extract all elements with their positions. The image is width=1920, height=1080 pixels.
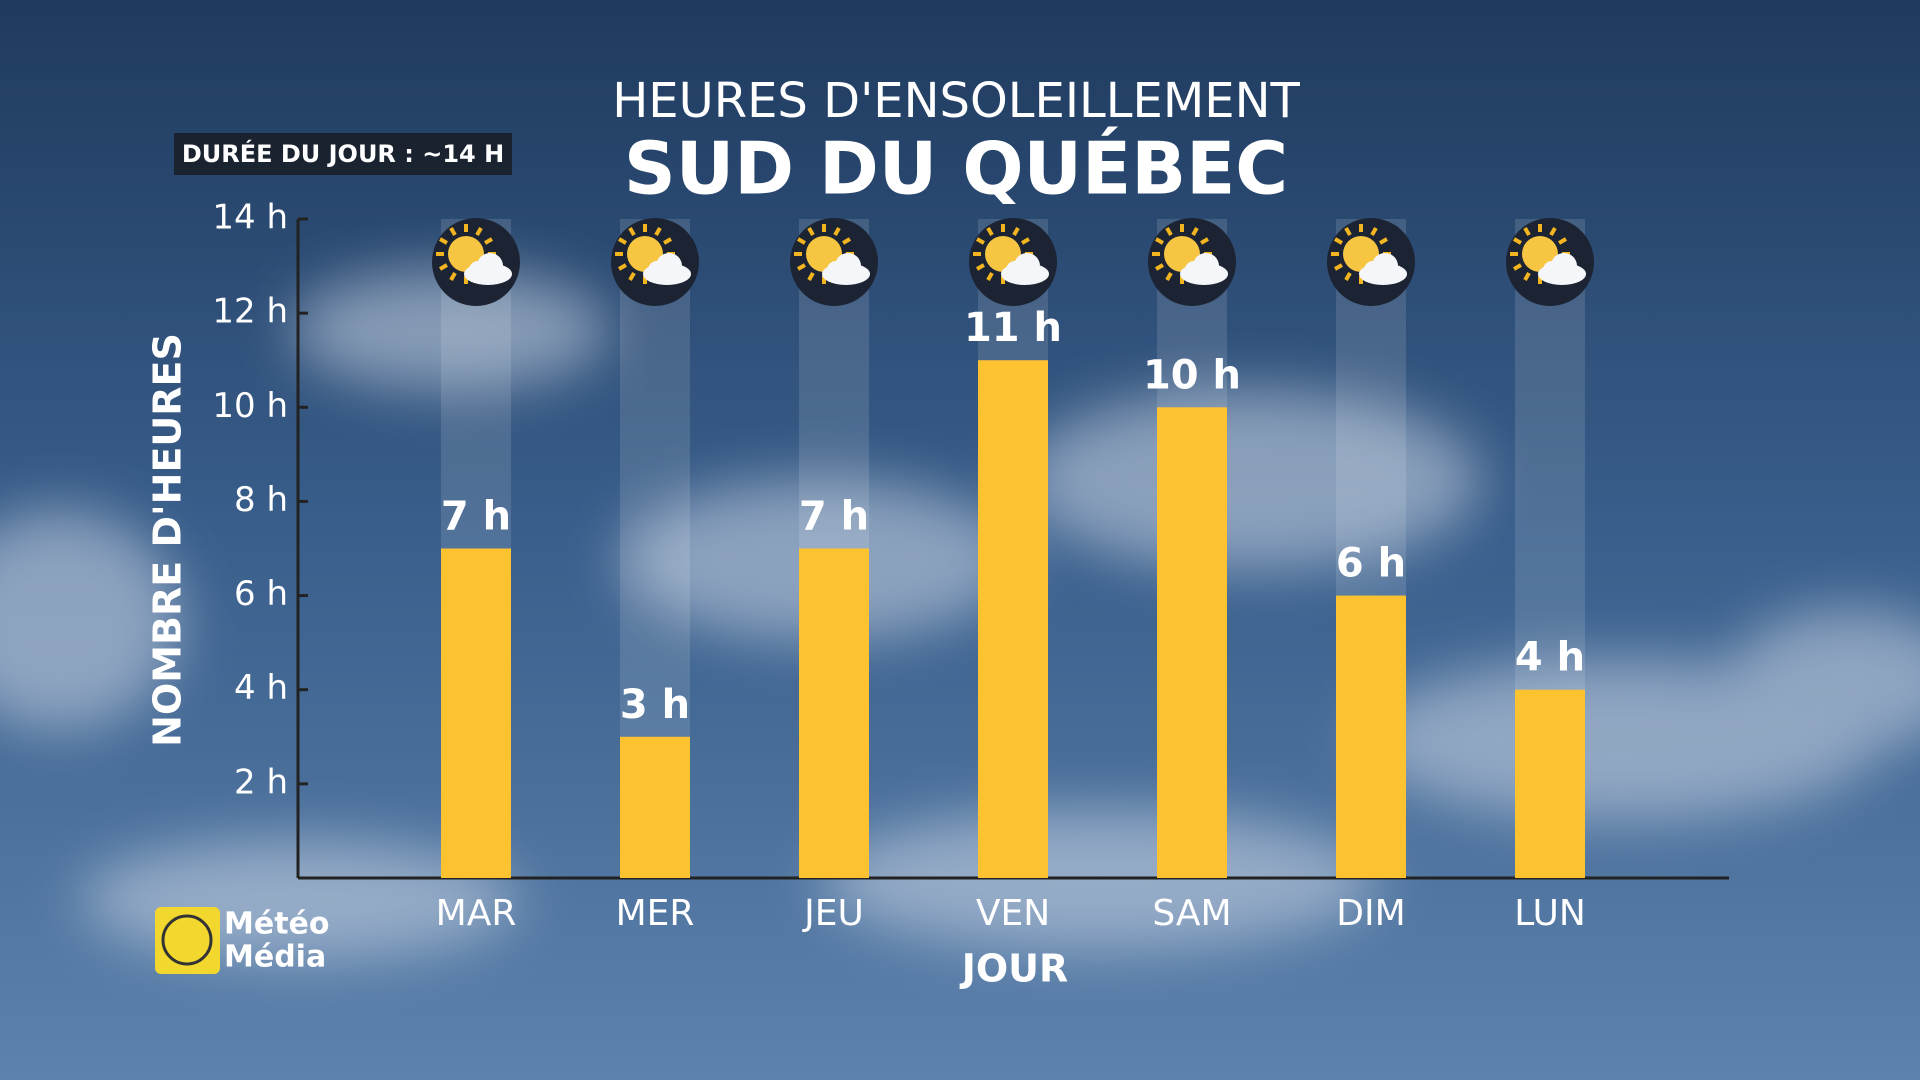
weather-icon (790, 218, 878, 306)
sun-ray (1523, 272, 1531, 281)
x-tick-label: SAM (1152, 893, 1231, 934)
sun-ray (1012, 227, 1020, 236)
annotation-box (174, 133, 512, 175)
sun-ray (842, 237, 851, 245)
value-label: 3 h (620, 682, 690, 728)
sun-ray (1334, 237, 1343, 245)
sun-ray (1155, 263, 1164, 271)
x-tick-label: DIM (1336, 893, 1405, 934)
weather-icon (1148, 218, 1236, 306)
sun-ray (1165, 227, 1173, 236)
annotation: DURÉE DU JOUR : ~14 H (182, 139, 504, 168)
y-tick-label: 12 h (212, 292, 288, 332)
sun-ray (986, 227, 994, 236)
x-tick-label: VEN (976, 893, 1050, 934)
chart-title: HEURES D'ENSOLEILLEMENT (612, 73, 1300, 129)
cloud (648, 261, 666, 279)
sun-ray (618, 263, 627, 271)
sun-ray (1513, 263, 1522, 271)
value-label: 4 h (1515, 635, 1585, 681)
x-tick-label: MAR (436, 893, 517, 934)
cloud (469, 261, 487, 279)
sun-ray (1549, 227, 1557, 236)
value-label: 7 h (441, 494, 511, 540)
cloud (1006, 261, 1024, 279)
logo-text: Météo (224, 907, 330, 942)
sun-ray (797, 263, 806, 271)
sun-ray (1021, 237, 1030, 245)
logo-text: Média (224, 940, 326, 975)
weather-icon (432, 218, 520, 306)
weather-icon (1506, 218, 1594, 306)
sun-ray (976, 237, 985, 245)
sun-ray (1344, 227, 1352, 236)
cloud (1185, 261, 1203, 279)
sun-ray (1513, 237, 1522, 245)
cloud (1364, 261, 1382, 279)
sun-ray (1370, 227, 1378, 236)
sun-ray (1165, 272, 1173, 281)
sun-ray (654, 227, 662, 236)
value-label: 10 h (1143, 352, 1241, 398)
y-tick-label: 10 h (212, 386, 288, 426)
sun-ray (986, 272, 994, 281)
sun-ray (449, 272, 457, 281)
x-tick-label: LUN (1514, 893, 1586, 934)
bar (799, 548, 869, 878)
x-tick-label: MER (616, 893, 695, 934)
weather-icon (611, 218, 699, 306)
sun-ray (1191, 227, 1199, 236)
y-tick-label: 4 h (234, 668, 288, 708)
chart-subtitle: SUD DU QUÉBEC (624, 127, 1288, 211)
bar (620, 736, 690, 878)
value-label: 11 h (964, 305, 1062, 351)
bar (1157, 407, 1227, 878)
sun-ray (628, 272, 636, 281)
bar (978, 360, 1048, 878)
value-label: 7 h (799, 494, 869, 540)
sun-ray (1523, 227, 1531, 236)
sun-ray (663, 237, 672, 245)
logo: Météo Média (155, 907, 330, 975)
sun-ray (439, 263, 448, 271)
sun-ray (1379, 237, 1388, 245)
logo-globe (161, 914, 213, 966)
weather-icon (969, 218, 1057, 306)
sun-ray (475, 227, 483, 236)
sun-ray (976, 263, 985, 271)
sun-ray (449, 227, 457, 236)
sun-ray (439, 237, 448, 245)
sun-ray (797, 237, 806, 245)
sun-ray (1155, 237, 1164, 245)
sun-ray (1334, 263, 1343, 271)
sun-ray (484, 237, 493, 245)
y-axis-label: NOMBRE D'HEURES (146, 333, 190, 747)
x-axis-label: JOUR (959, 947, 1069, 991)
sun-ray (628, 227, 636, 236)
sun-ray (1558, 237, 1567, 245)
weather-icon (1327, 218, 1415, 306)
cloud (1543, 261, 1561, 279)
y-tick-label: 6 h (234, 574, 288, 614)
y-tick-label: 2 h (234, 762, 288, 802)
y-tick-label: 8 h (234, 480, 288, 520)
y-tick-label: 14 h (212, 198, 288, 238)
sun-ray (807, 272, 815, 281)
bar (1336, 595, 1406, 878)
sun-ray (1344, 272, 1352, 281)
sun-ray (618, 237, 627, 245)
cloud (827, 261, 845, 279)
bar (1515, 689, 1585, 878)
sun-ray (1200, 237, 1209, 245)
x-tick-label: JEU (802, 893, 864, 934)
sun-ray (833, 227, 841, 236)
value-label: 6 h (1336, 541, 1406, 587)
bar (441, 548, 511, 878)
sun-ray (807, 227, 815, 236)
